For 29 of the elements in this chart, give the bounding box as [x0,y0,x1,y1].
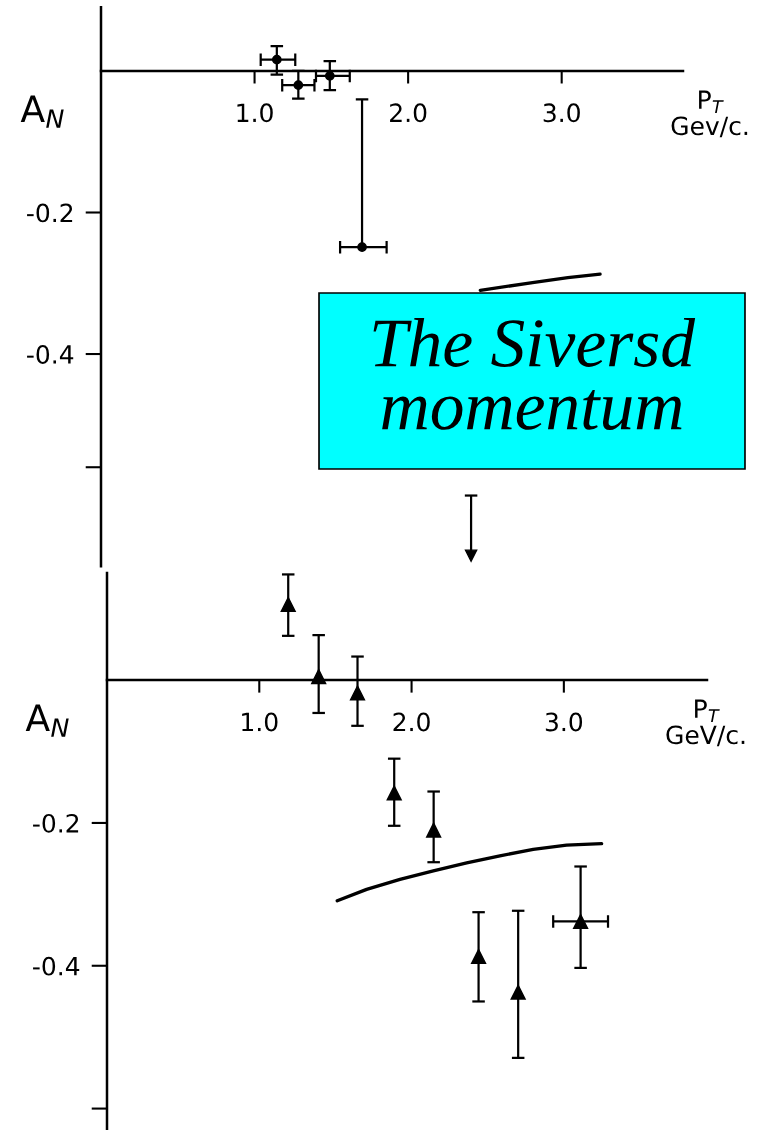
point [426,822,442,838]
point [464,549,478,562]
point [386,785,402,801]
x-tick-label: 3.0 [545,712,583,732]
point [271,54,282,65]
point [357,242,367,253]
point [470,948,487,965]
point [280,596,296,613]
point [572,913,589,930]
y-tick-label: -0.4 [27,344,74,364]
x-axis-title: P$_{T}$ GeV/c. [666,699,745,747]
y-tick-label: -0.2 [27,203,73,223]
point [293,80,304,90]
x-tick-label: 1.0 [237,103,273,123]
point [324,71,335,81]
y-axis-title: A$_{N}$ [25,704,69,737]
x-tick-label: 2.0 [393,712,430,732]
y-axis-title: A$_{N}$ [20,95,64,128]
x-tick-label: 2.0 [390,103,427,123]
annotation: The Siversd momentum [373,318,696,430]
point [510,984,526,1000]
y-tick-label: -0.2 [33,813,79,833]
x-tick-label: 1.0 [242,712,278,732]
y-tick-label: -0.4 [33,956,80,976]
line-series [335,841,604,903]
point [349,685,366,701]
x-tick-label: 3.0 [543,103,580,123]
point [311,668,327,685]
x-axis-title: P$_{T}$ Gev/c. [671,90,748,138]
